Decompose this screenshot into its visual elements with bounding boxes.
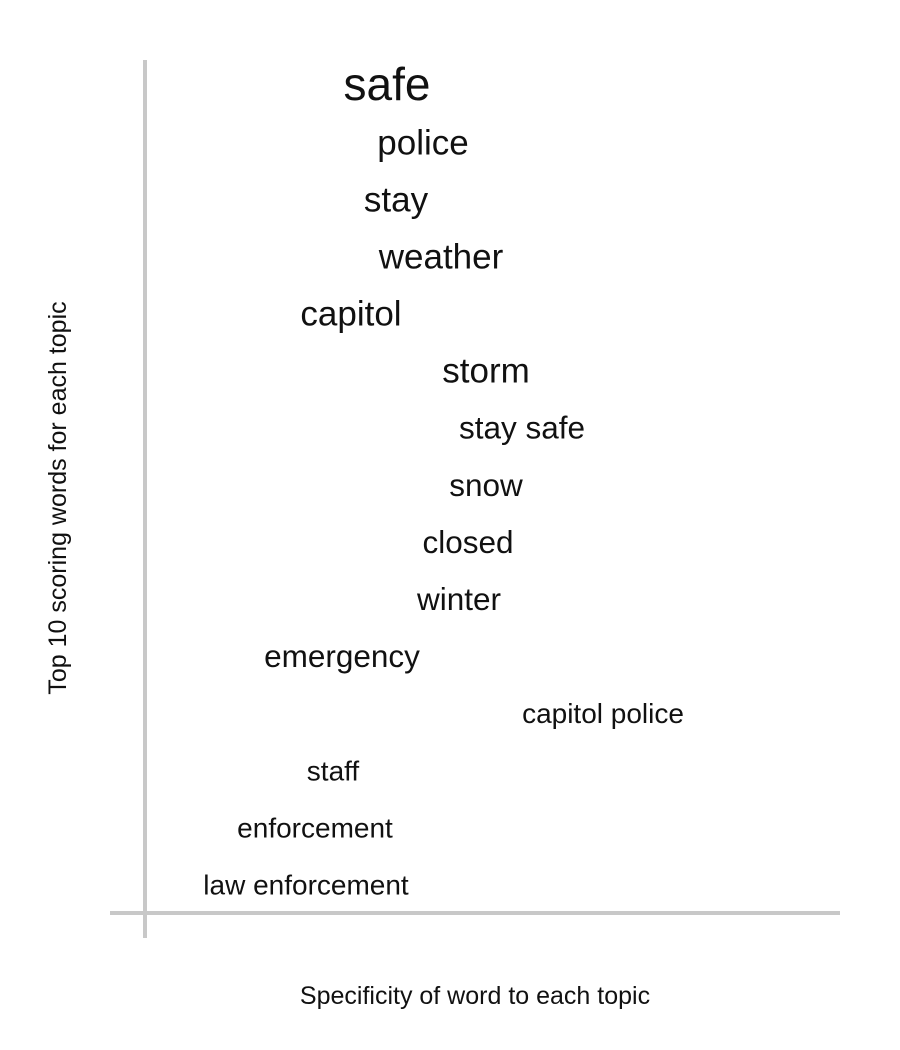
word-label: capitol police [522,698,684,729]
x-axis-title: Specificity of word to each topic [300,982,650,1010]
word-label: stay safe [459,410,585,446]
word-label: snow [449,467,523,503]
word-label: police [377,123,468,162]
word-labels: safe police stay weather capitol storm stay sa… [203,58,684,900]
word-label: enforcement [237,812,393,843]
word-label: stay [364,180,429,219]
y-axis-title: Top 10 scoring words for each topic [44,301,72,694]
word-label: safe [344,58,431,110]
word-label: capitol [300,295,401,334]
word-label: law enforcement [203,869,409,900]
word-label: emergency [264,638,420,674]
word-label: staff [307,755,360,786]
word-label: storm [442,352,530,391]
word-label: weather [378,237,504,276]
word-label: closed [422,524,513,560]
word-label: winter [416,581,501,617]
